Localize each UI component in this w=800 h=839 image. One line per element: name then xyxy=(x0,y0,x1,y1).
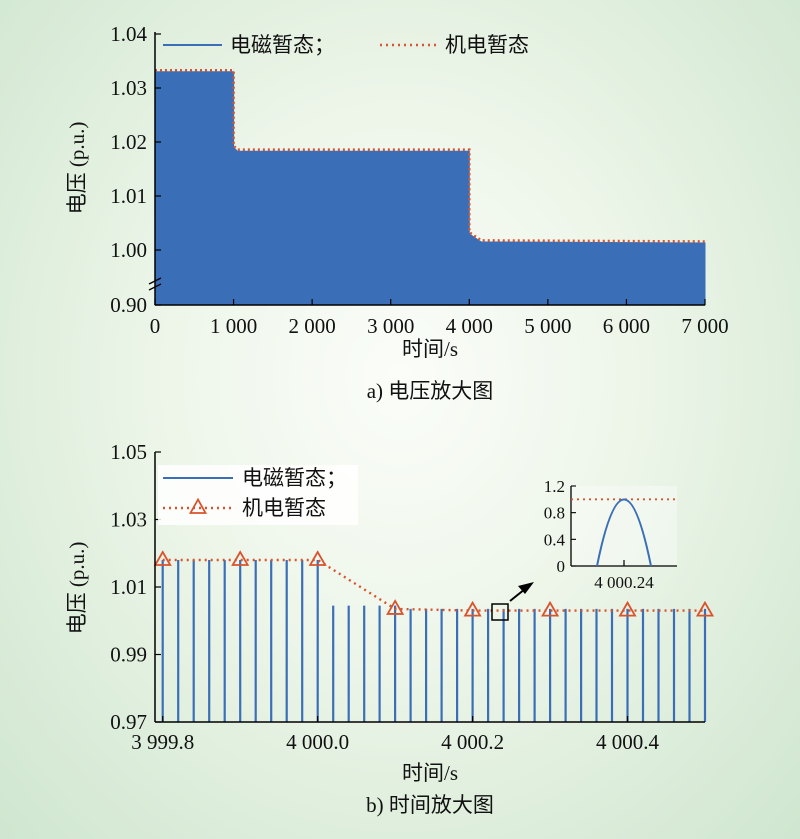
chart-b-me-marker xyxy=(541,600,560,617)
inset-y-tick-label: 0.8 xyxy=(544,504,565,523)
chart-b-ticks: 3 999.8 4 000.0 4 000.2 4 000.4 0.97 0.99 1.01… xyxy=(110,440,659,754)
chart-a-y-tick-label: 1.01 xyxy=(110,184,147,208)
chart-b-me-marker xyxy=(231,550,250,566)
chart-a-caption: a) 电压放大图 xyxy=(367,379,494,403)
chart-b-y-tick-label: 1.03 xyxy=(110,508,147,532)
chart-a-x-tick-label: 0 xyxy=(150,314,161,338)
chart-b-zoom-arrow-head xyxy=(518,582,534,594)
chart-b-me-marker xyxy=(463,600,482,617)
chart-a-x-tick-label: 3 000 xyxy=(367,314,414,338)
chart-b-me-marker xyxy=(695,600,715,617)
chart-a-x-tick-label: 4 000 xyxy=(446,314,493,338)
chart-b-zoom-box xyxy=(491,603,509,621)
chart-b-y-tick-label: 0.97 xyxy=(110,710,147,734)
chart-b-y-tick-label: 1.01 xyxy=(110,575,147,599)
chart-a-legend: 电磁暂态； 机电暂态 xyxy=(163,33,529,57)
chart-b-y-tick-label: 0.99 xyxy=(110,643,147,667)
chart-b-legend: 电磁暂态； 机电暂态 xyxy=(158,465,358,525)
chart-b-y-tick-label: 1.05 xyxy=(110,440,147,464)
inset-sine-arch xyxy=(596,498,652,567)
chart-b-x-label: 时间/s xyxy=(402,761,458,785)
chart-a-y-tick-label: 1.03 xyxy=(110,76,147,100)
chart-a-x-tick-label: 7 000 xyxy=(681,314,728,338)
chart-b-me-marker xyxy=(618,600,637,617)
inset-y-tick-label: 1.2 xyxy=(544,477,565,496)
chart-b-y-label: 电压 (p.u.) xyxy=(65,542,89,635)
chart-b-x-tick-label: 3 999.8 xyxy=(131,730,194,754)
chart-a-axis-break xyxy=(148,277,162,291)
chart-b-me-marker xyxy=(386,599,405,615)
chart-b-inset: 0 0.4 0.8 1.2 4 000.24 xyxy=(544,477,677,592)
chart-a-x-tick-label: 1 000 xyxy=(210,314,257,338)
chart-b-caption: b) 时间放大图 xyxy=(366,793,494,817)
chart-b-x-tick-label: 4 000.2 xyxy=(441,730,504,754)
inset-y-tick-label: 0 xyxy=(557,557,566,576)
chart-a-legend-me-label: 机电暂态 xyxy=(445,33,529,57)
chart-b: 3 999.8 4 000.0 4 000.2 4 000.4 0.97 0.99 1.01… xyxy=(65,440,715,817)
chart-b-legend-em-label: 电磁暂态； xyxy=(242,466,347,490)
chart-b-series-me-line xyxy=(162,558,705,612)
chart-a-y-tick-label: 1.00 xyxy=(110,238,147,262)
chart-a-plot-area xyxy=(154,69,706,306)
chart-b-legend-me-marker xyxy=(188,497,208,514)
chart-a-x-label: 时间/s xyxy=(402,337,458,361)
chart-b-x-tick-label: 4 000.0 xyxy=(286,730,349,754)
chart-a-y-tick-label: 1.04 xyxy=(110,22,147,46)
chart-a-legend-em-label: 电磁暂态； xyxy=(230,33,335,57)
chart-a: 0 1 000 2 000 3 000 4 000 5 000 6 000 7 000 0.90… xyxy=(65,22,729,403)
chart-b-me-marker xyxy=(308,550,327,566)
inset-y-ticks: 0 0.4 0.8 1.2 xyxy=(544,477,576,576)
chart-a-ticks: 0 1 000 2 000 3 000 4 000 5 000 6 000 7 000 0.90… xyxy=(110,22,728,338)
inset-x-tick-label: 4 000.24 xyxy=(594,573,654,592)
chart-a-series-me-line xyxy=(155,69,706,243)
chart-a-x-tick-label: 2 000 xyxy=(289,314,336,338)
chart-b-me-marker xyxy=(153,550,172,566)
chart-a-y-tick-label: 0.90 xyxy=(110,293,147,317)
chart-a-y-label: 电压 (p.u.) xyxy=(65,122,89,215)
inset-background xyxy=(571,486,677,566)
chart-a-y-tick-label: 1.02 xyxy=(110,130,147,154)
chart-a-x-tick-label: 5 000 xyxy=(524,314,571,338)
chart-b-plot-area xyxy=(153,550,715,722)
chart-a-x-tick-label: 6 000 xyxy=(603,314,650,338)
chart-a-series-em-area xyxy=(154,71,706,306)
inset-y-tick-label: 0.4 xyxy=(544,530,566,549)
chart-b-x-tick-label: 4 000.4 xyxy=(596,730,660,754)
chart-b-legend-box xyxy=(158,465,358,525)
chart-b-legend-me-label: 机电暂态 xyxy=(242,496,326,520)
